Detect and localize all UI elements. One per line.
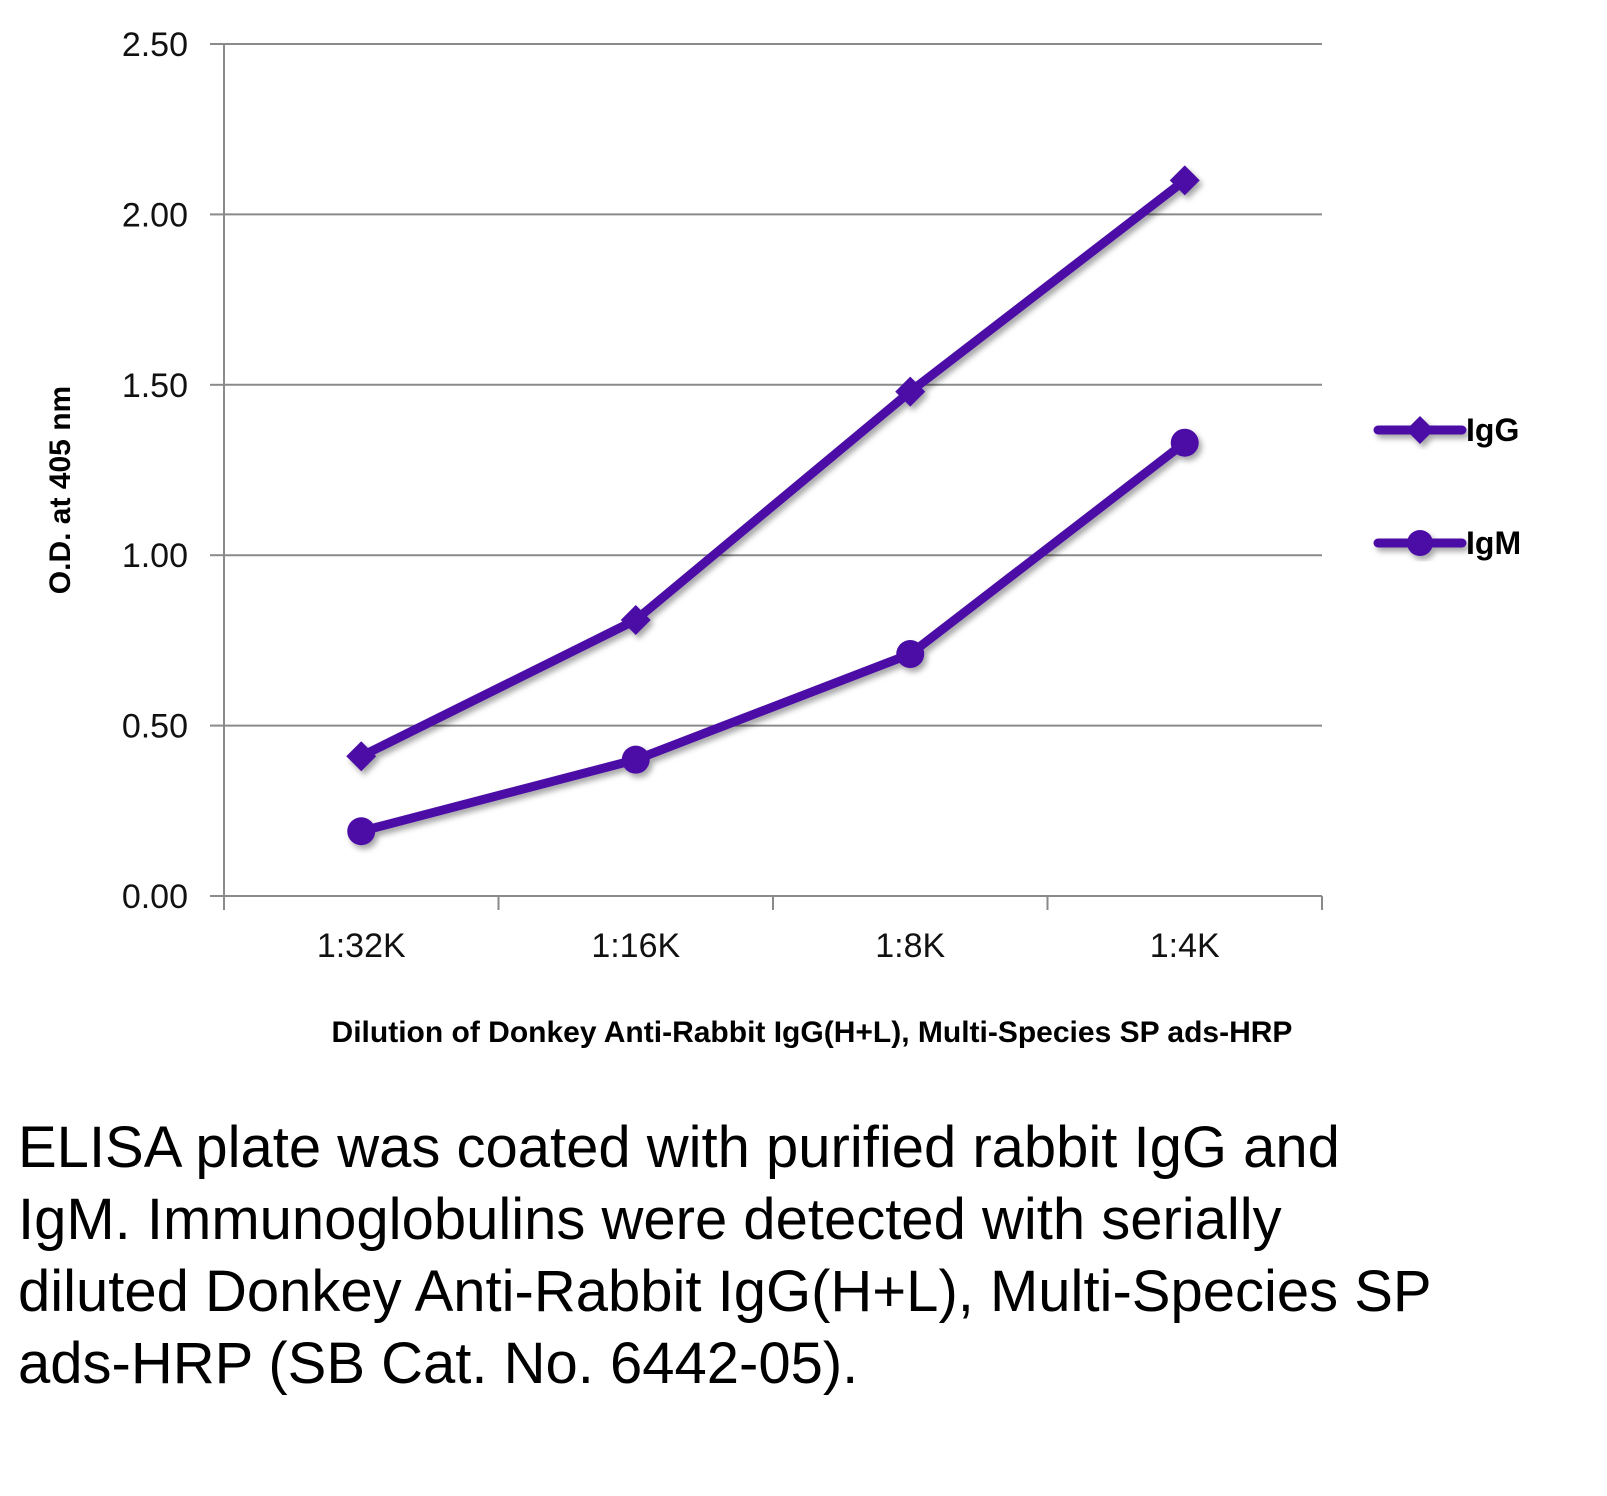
axes: [210, 43, 1323, 910]
x-tick-label: 1:8K: [875, 927, 945, 965]
data-point-igm: [1170, 428, 1199, 457]
y-tick-labels: 0.00 0.50 1.00 1.50 2.00 2.50: [122, 26, 188, 916]
y-tick-label: 1.00: [122, 537, 188, 575]
legend-label: IgG: [1466, 412, 1519, 448]
data-point-igm: [621, 745, 650, 774]
x-tick-label: 1:32K: [317, 927, 406, 965]
legend-marker-diamond: [1406, 416, 1434, 444]
series-lines: [346, 165, 1200, 846]
y-tick-label: 0.50: [122, 708, 188, 746]
x-tick-label: 1:4K: [1150, 927, 1220, 965]
series-line-igm: [356, 438, 1190, 836]
data-point-igg: [620, 604, 651, 635]
y-tick-label: 2.50: [122, 26, 188, 64]
gridlines: [224, 43, 1322, 727]
data-point-igg: [1169, 165, 1200, 196]
y-tick-label: 0.00: [122, 878, 188, 916]
x-tick-label: 1:16K: [591, 927, 680, 965]
x-axis-title: Dilution of Donkey Anti-Rabbit IgG(H+L),…: [332, 1016, 1293, 1049]
series-igm: [347, 428, 1199, 846]
x-tick-labels: 1:32K 1:16K 1:8K 1:4K: [317, 927, 1220, 965]
legend-label: IgM: [1466, 525, 1521, 561]
data-point-igg: [346, 741, 377, 772]
legend: IgG IgM: [1373, 412, 1521, 561]
data-point-igg: [895, 376, 926, 407]
series-line-igg: [356, 175, 1190, 761]
series-igg: [346, 165, 1200, 772]
y-tick-label: 2.00: [122, 196, 188, 234]
y-axis-title: O.D. at 405 nm: [44, 386, 77, 594]
data-point-igm: [896, 640, 925, 669]
y-tick-label: 1.50: [122, 367, 188, 405]
figure-caption: ELISA plate was coated with purified rab…: [18, 1115, 1431, 1396]
legend-item-igg: [1373, 416, 1467, 444]
legend-marker-circle: [1407, 530, 1433, 556]
legend-item-igm: [1373, 530, 1467, 556]
data-point-igm: [347, 817, 376, 846]
elisa-line-chart: 0.000.501.001.502.002.50 1:32K 1:16K 1:8K 1…: [44, 26, 1521, 1049]
